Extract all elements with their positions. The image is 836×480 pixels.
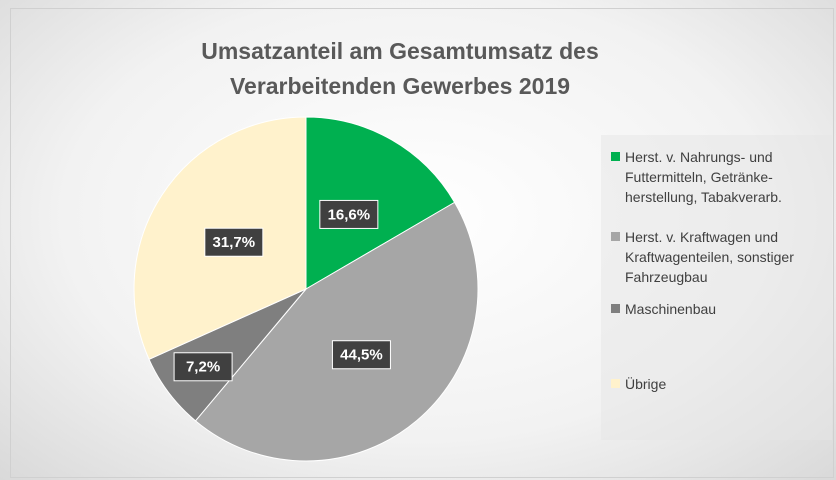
legend-label: Herst. v. Nahrungs- und Futtermitteln, G… — [625, 149, 782, 205]
data-label-text: 44,5% — [340, 347, 383, 364]
data-label-text: 16,6% — [328, 206, 371, 223]
data-label-text: 31,7% — [213, 234, 256, 251]
legend-item: Herst. v. Nahrungs- und Futtermitteln, G… — [611, 147, 826, 207]
legend-swatch — [611, 152, 620, 161]
legend-label: Herst. v. Kraftwagen und Kraftwagenteile… — [625, 229, 794, 285]
legend-swatch — [611, 304, 620, 313]
pie-slice — [194, 201, 479, 462]
pie-slice — [305, 116, 456, 290]
data-label: 16,6% — [319, 199, 379, 229]
data-label-text: 7,2% — [186, 359, 220, 376]
data-label-box — [204, 227, 264, 257]
legend-item: Herst. v. Kraftwagen und Kraftwagenteile… — [611, 227, 826, 287]
data-label-box — [319, 199, 379, 229]
data-label-box — [331, 340, 391, 370]
legend-swatch — [611, 232, 620, 241]
data-label: 31,7% — [204, 227, 264, 257]
legend-item: Übrige — [611, 374, 826, 394]
legend-label: Übrige — [625, 376, 667, 392]
legend-item: Maschinenbau — [611, 299, 826, 319]
chart-title: Umsatzanteil am Gesamtumsatz des Verarbe… — [201, 38, 599, 99]
legend-swatch — [611, 379, 620, 388]
legend: Herst. v. Nahrungs- und Futtermitteln, G… — [601, 135, 832, 440]
data-label-box — [173, 352, 233, 382]
legend-label: Maschinenbau — [625, 301, 717, 317]
data-label: 7,2% — [173, 352, 233, 382]
chart-border — [10, 8, 834, 478]
data-label: 44,5% — [331, 340, 391, 370]
